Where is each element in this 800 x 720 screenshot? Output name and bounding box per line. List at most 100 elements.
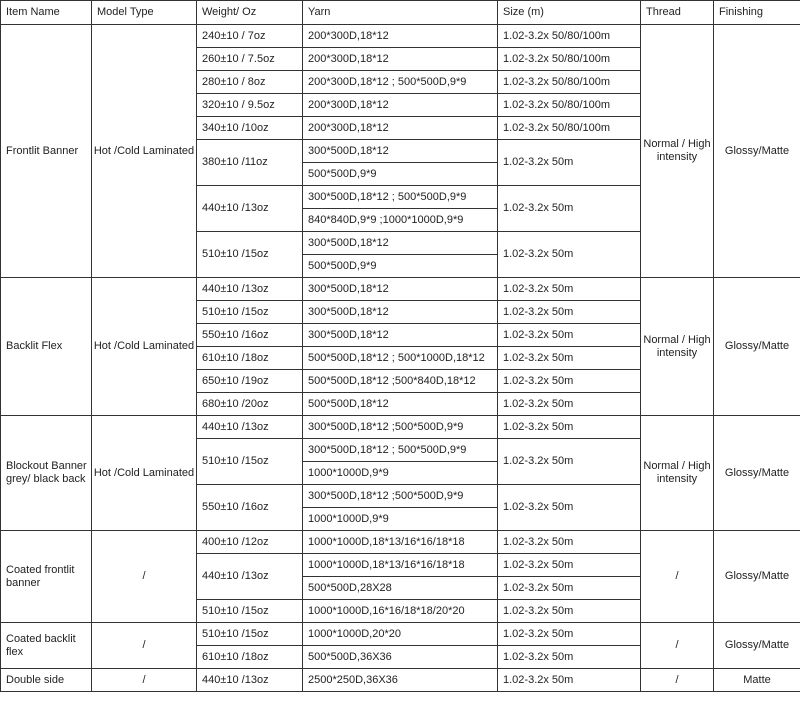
size-cell: 1.02-3.2x 50m — [497, 599, 641, 623]
weight-cell: 440±10 /13oz — [196, 415, 303, 439]
size-cell: 1.02-3.2x 50/80/100m — [497, 47, 641, 71]
weight-cell: 380±10 /11oz — [196, 139, 303, 186]
table-row: 840*840D,9*9 ;1000*1000D,9*9 — [1, 208, 800, 232]
yarn-cell: 500*500D,18*12 ;500*840D,18*12 — [302, 369, 498, 393]
table-row: 440±10 /13oz 300*500D,18*12 ; 500*500D,9*… — [1, 185, 800, 232]
yarn-cell: 300*500D,18*12 — [302, 139, 498, 163]
header-size: Size (m) — [497, 0, 641, 25]
yarn-cell: 200*300D,18*12 ; 500*500D,9*9 — [302, 70, 498, 94]
item-name-cell: Frontlit Banner — [0, 24, 92, 278]
item-name-cell: Double side — [0, 668, 92, 692]
table-row: 510±10 /15oz 300*500D,18*12 1.02-3.2x 50m — [1, 231, 800, 278]
table-row: 500*500D,9*9 — [1, 254, 800, 278]
thread-cell: / — [640, 668, 714, 692]
finishing-cell: Glossy/Matte — [713, 530, 800, 623]
size-cell: 1.02-3.2x 50m — [497, 576, 641, 600]
table-row: Coated frontlit banner/400±10 /12oz 1000*… — [0, 530, 800, 623]
yarn-cell: 300*500D,18*12 ; 500*500D,9*9 — [302, 185, 498, 209]
yarn-cell: 1000*1000D,9*9 — [302, 461, 498, 485]
size-cell: 1.02-3.2x 50/80/100m — [497, 24, 641, 48]
model-type-cell: Hot /Cold Laminated — [91, 277, 197, 416]
weight-cell: 320±10 / 9.5oz — [196, 93, 303, 117]
finishing-cell: Glossy/Matte — [713, 415, 800, 531]
yarn-cell: 1000*1000D,16*16/18*18/20*20 — [302, 599, 498, 623]
weight-cell: 440±10 /13oz — [196, 668, 303, 692]
header-thread: Thread — [640, 0, 714, 25]
yarn-cell: 300*500D,18*12 — [302, 300, 498, 324]
weight-cell: 650±10 /19oz — [196, 369, 303, 393]
weight-cell: 550±10 /16oz — [196, 323, 303, 347]
header-model-type: Model Type — [91, 0, 197, 25]
table-row: 610±10 /18oz 500*500D,18*12 ; 500*1000D,1… — [1, 346, 800, 370]
header-yarn: Yarn — [302, 0, 498, 25]
size-cell: 1.02-3.2x 50/80/100m — [497, 93, 641, 117]
weight-cell: 510±10 /15oz — [196, 622, 303, 646]
model-type-cell: Hot /Cold Laminated — [91, 415, 197, 531]
finishing-cell: Glossy/Matte — [713, 622, 800, 669]
weight-cell: 510±10 /15oz — [196, 599, 303, 623]
weight-cell: 260±10 / 7.5oz — [196, 47, 303, 71]
weight-cell: 440±10 /13oz — [196, 553, 303, 600]
thread-cell: Normal / High intensity — [640, 277, 714, 416]
finishing-cell: Matte — [713, 668, 800, 692]
yarn-cell: 200*300D,18*12 — [302, 24, 498, 48]
weight-cell: 400±10 /12oz — [196, 530, 303, 554]
table-row: 340±10 /10oz 200*300D,18*12 1.02-3.2x 50/8… — [1, 116, 800, 140]
weight-cell: 440±10 /13oz — [196, 277, 303, 301]
yarn-cell: 840*840D,9*9 ;1000*1000D,9*9 — [302, 208, 498, 232]
yarn-cell: 500*500D,9*9 — [302, 254, 498, 278]
model-type-cell: / — [91, 530, 197, 623]
weight-cell: 610±10 /18oz — [196, 645, 303, 669]
item-name-cell: Coated backlit flex — [0, 622, 92, 669]
yarn-cell: 1000*1000D,18*13/16*16/18*18 — [302, 530, 498, 554]
item-name-cell: Blockout Banner grey/ black back — [0, 415, 92, 531]
table-body: Frontlit Banner Hot /Cold Laminated 240±10… — [0, 24, 800, 692]
weight-cell: 680±10 /20oz — [196, 392, 303, 416]
yarn-cell: 500*500D,9*9 — [302, 162, 498, 186]
table-row: Frontlit Banner Hot /Cold Laminated 240±10… — [0, 24, 800, 278]
table-row: 500*500D,28X28 1.02-3.2x 50m — [1, 576, 800, 600]
size-cell: 1.02-3.2x 50m — [497, 415, 641, 439]
size-cell: 1.02-3.2x 50m — [497, 484, 641, 531]
yarn-cell: 300*500D,18*12 ;500*500D,9*9 — [302, 484, 498, 508]
table-row: Double side/440±10 /13oz 2500*250D,36X36 1… — [0, 668, 800, 692]
header-weight: Weight/ Oz — [196, 0, 303, 25]
weight-cell: 510±10 /15oz — [196, 438, 303, 485]
yarn-cell: 200*300D,18*12 — [302, 93, 498, 117]
table-row: 280±10 / 8oz 200*300D,18*12 ; 500*500D,9*… — [1, 70, 800, 94]
product-spec-table: Item Name Model Type Weight/ Oz Yarn Siz… — [0, 0, 800, 692]
weight-cell: 240±10 / 7oz — [196, 24, 303, 48]
thread-cell: Normal / High intensity — [640, 24, 714, 278]
table-row: Blockout Banner grey/ black back Hot /Col… — [0, 415, 800, 531]
yarn-cell: 1000*1000D,20*20 — [302, 622, 498, 646]
size-cell: 1.02-3.2x 50m — [497, 139, 641, 186]
table-row: 1000*1000D,9*9 — [1, 461, 800, 485]
size-cell: 1.02-3.2x 50m — [497, 323, 641, 347]
table-row: 320±10 / 9.5oz 200*300D,18*12 1.02-3.2x 50… — [1, 93, 800, 117]
thread-cell: Normal / High intensity — [640, 415, 714, 531]
model-type-cell: / — [91, 622, 197, 669]
yarn-cell: 500*500D,18*12 — [302, 392, 498, 416]
model-type-cell: Hot /Cold Laminated — [91, 24, 197, 278]
yarn-cell: 500*500D,18*12 ; 500*1000D,18*12 — [302, 346, 498, 370]
yarn-cell: 1000*1000D,9*9 — [302, 507, 498, 531]
table-row: 380±10 /11oz 300*500D,18*12 1.02-3.2x 50m — [1, 139, 800, 186]
header-row: Item Name Model Type Weight/ Oz Yarn Siz… — [0, 0, 800, 25]
weight-cell: 510±10 /15oz — [196, 300, 303, 324]
yarn-cell: 2500*250D,36X36 — [302, 668, 498, 692]
size-cell: 1.02-3.2x 50m — [497, 553, 641, 577]
size-cell: 1.02-3.2x 50m — [497, 645, 641, 669]
thread-cell: / — [640, 622, 714, 669]
yarn-cell: 500*500D,36X36 — [302, 645, 498, 669]
table-row: 550±10 /16oz 300*500D,18*12 ;500*500D,9*9… — [1, 484, 800, 531]
weight-cell: 610±10 /18oz — [196, 346, 303, 370]
yarn-cell: 300*500D,18*12 — [302, 231, 498, 255]
thread-cell: / — [640, 530, 714, 623]
header-item-name: Item Name — [0, 0, 92, 25]
size-cell: 1.02-3.2x 50m — [497, 231, 641, 278]
size-cell: 1.02-3.2x 50m — [497, 438, 641, 485]
size-cell: 1.02-3.2x 50/80/100m — [497, 116, 641, 140]
yarn-cell: 500*500D,28X28 — [302, 576, 498, 600]
size-cell: 1.02-3.2x 50m — [497, 346, 641, 370]
yarn-cell: 300*500D,18*12 — [302, 323, 498, 347]
